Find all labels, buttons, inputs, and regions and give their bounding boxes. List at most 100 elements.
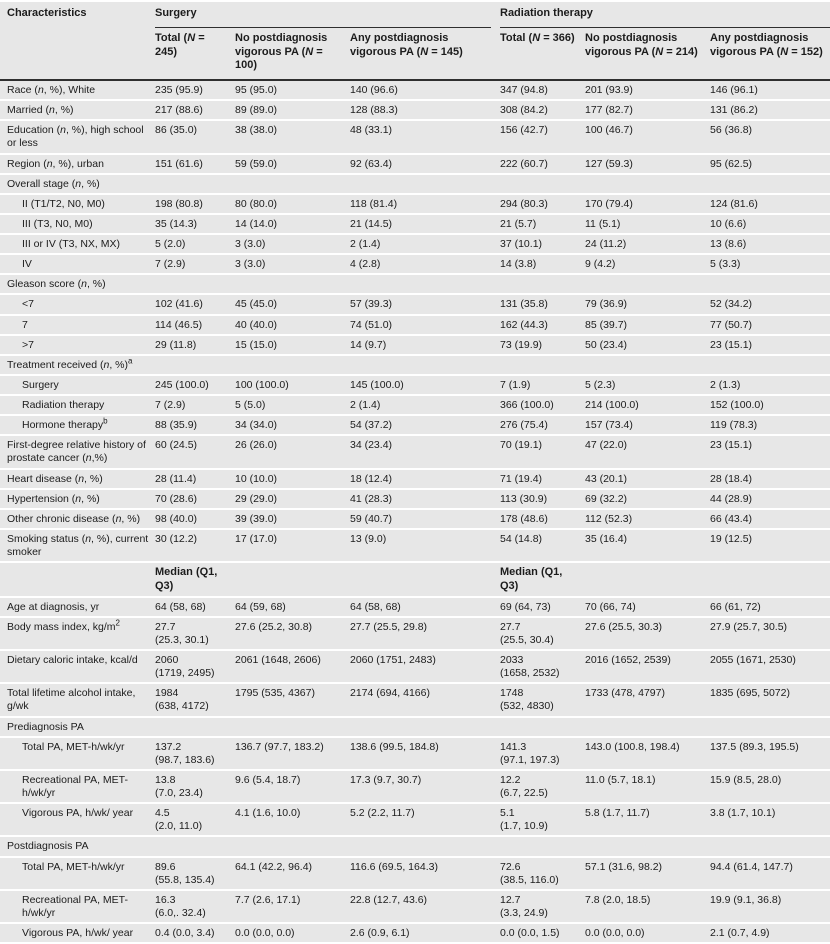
value-cell: 5.8 (1.7, 11.7) — [585, 804, 710, 838]
value-cell — [710, 275, 830, 296]
value-cell: 41 (28.3) — [350, 489, 500, 510]
table-row: Recreational PA, MET-h/wk/yr 16.3 (6.0,. … — [0, 890, 830, 924]
value-cell: 95 (95.0) — [235, 81, 350, 102]
table-row: 7 114 (46.5) 40 (40.0) 74 (51.0) 162 (44.3) 8… — [0, 315, 830, 336]
table-row: <7 102 (41.6) 45 (45.0) 57 (39.3) 131 (35.8)… — [0, 295, 830, 316]
value-cell: 2174 (694, 4166) — [350, 684, 500, 718]
col-header-surgery-no-vigorous-pa: No postdiagnosis vigorous PA (N = 100) — [235, 27, 350, 81]
value-cell: 98 (40.0) — [155, 509, 235, 530]
value-cell: 3 (3.0) — [235, 235, 350, 256]
row-label: III (T3, N0, M0) — [0, 214, 155, 235]
value-cell: 70 (19.1) — [500, 436, 585, 470]
value-cell: 0.0 (0.0, 0.0) — [585, 924, 710, 944]
row-label: Married (n, %) — [0, 101, 155, 122]
value-cell: 15.9 (8.5, 28.0) — [710, 770, 830, 805]
value-cell: 29 (11.8) — [155, 335, 235, 356]
row-label: II (T1/T2, N0, M0) — [0, 194, 155, 215]
value-cell: 69 (32.2) — [585, 489, 710, 510]
table-row: III or IV (T3, NX, MX) 5 (2.0) 3 (3.0) 2 (1… — [0, 235, 830, 256]
value-cell: 85 (39.7) — [585, 315, 710, 336]
value-cell: 1733 (478, 4797) — [585, 684, 710, 718]
value-cell: 71 (19.4) — [500, 469, 585, 490]
value-cell: 112 (52.3) — [585, 509, 710, 530]
value-cell — [585, 355, 710, 376]
value-cell: 19.9 (9.1, 36.8) — [710, 890, 830, 924]
value-cell: 10 (6.6) — [710, 214, 830, 235]
value-cell — [350, 837, 500, 858]
value-cell — [710, 717, 830, 738]
value-cell — [500, 837, 585, 858]
value-cell: 2061 (1648, 2606) — [235, 651, 350, 685]
value-cell: 0.0 (0.0, 1.5) — [500, 924, 585, 944]
value-cell: 60 (24.5) — [155, 436, 235, 470]
table-row: Body mass index, kg/m2 27.7 (25.3, 30.1) 2… — [0, 617, 830, 651]
value-cell: 13 (9.0) — [350, 529, 500, 564]
value-cell: 57 (39.3) — [350, 295, 500, 316]
value-cell: 128 (88.3) — [350, 101, 500, 122]
row-label: Race (n, %), White — [0, 81, 155, 102]
row-label: Recreational PA, MET-h/wk/yr — [0, 770, 155, 805]
value-cell: 16.3 (6.0,. 32.4) — [155, 890, 235, 924]
value-cell — [585, 275, 710, 296]
value-cell: 222 (60.7) — [500, 154, 585, 175]
value-cell: 30 (12.2) — [155, 529, 235, 564]
table-row: Hormone therapyb 88 (35.9) 34 (34.0) 54 (37… — [0, 416, 830, 437]
value-cell — [235, 837, 350, 858]
value-cell: 2 (1.4) — [350, 396, 500, 417]
value-cell: 69 (64, 73) — [500, 597, 585, 618]
value-cell: 27.9 (25.7, 30.5) — [710, 617, 830, 651]
row-label: Body mass index, kg/m2 — [0, 617, 155, 651]
value-cell: 308 (84.2) — [500, 101, 585, 122]
table-row: Race (n, %), White 235 (95.9) 95 (95.0) 140… — [0, 81, 830, 102]
value-cell: 80 (80.0) — [235, 194, 350, 215]
value-cell: 11.0 (5.7, 18.1) — [585, 770, 710, 805]
row-label: Smoking status (n, %), current smoker — [0, 529, 155, 564]
value-cell: 131 (86.2) — [710, 101, 830, 122]
section-row: Postdiagnosis PA — [0, 837, 830, 858]
value-cell — [155, 275, 235, 296]
value-cell: 137.2 (98.7, 183.6) — [155, 737, 235, 771]
table-row: Smoking status (n, %), current smoker 30 … — [0, 529, 830, 564]
value-cell: 7 (1.9) — [500, 375, 585, 396]
value-cell: 113 (30.9) — [500, 489, 585, 510]
table-row: III (T3, N0, M0) 35 (14.3) 14 (14.0) 21 (14… — [0, 214, 830, 235]
value-cell: 7 (2.9) — [155, 396, 235, 417]
value-cell — [710, 174, 830, 195]
value-cell: 72.6 (38.5, 116.0) — [500, 857, 585, 891]
row-label: Heart disease (n, %) — [0, 469, 155, 490]
value-cell: 10 (10.0) — [235, 469, 350, 490]
group-header-row: Characteristics Surgery Radiation therap… — [0, 2, 830, 81]
value-cell: 9.6 (5.4, 18.7) — [235, 770, 350, 805]
median-header-cell — [235, 563, 350, 598]
value-cell: 2 (1.4) — [350, 235, 500, 256]
value-cell: 5 (2.0) — [155, 235, 235, 256]
value-cell: 9 (4.2) — [585, 255, 710, 276]
value-cell: 1835 (695, 5072) — [710, 684, 830, 718]
value-cell: 146 (96.1) — [710, 81, 830, 102]
value-cell: 0.0 (0.0, 0.0) — [235, 924, 350, 944]
value-cell: 45 (45.0) — [235, 295, 350, 316]
value-cell: 26 (26.0) — [235, 436, 350, 470]
value-cell: 141.3 (97.1, 197.3) — [500, 737, 585, 771]
section-label: Gleason score (n, %) — [0, 275, 155, 296]
value-cell: 64.1 (42.2, 96.4) — [235, 857, 350, 891]
value-cell: 14 (14.0) — [235, 214, 350, 235]
value-cell: 214 (100.0) — [585, 396, 710, 417]
row-label: III or IV (T3, NX, MX) — [0, 235, 155, 256]
value-cell: 7.8 (2.0, 18.5) — [585, 890, 710, 924]
value-cell: 23 (15.1) — [710, 335, 830, 356]
table-row: Region (n, %), urban 151 (61.6) 59 (59.0) 9… — [0, 154, 830, 175]
median-header-cell: Median (Q1, Q3) — [500, 563, 585, 598]
value-cell: 21 (14.5) — [350, 214, 500, 235]
row-label: Hormone therapyb — [0, 416, 155, 437]
value-cell: 34 (34.0) — [235, 416, 350, 437]
value-cell — [155, 717, 235, 738]
value-cell: 15 (15.0) — [235, 335, 350, 356]
col-header-surgery-total: Total (N = 245) — [155, 27, 235, 81]
value-cell: 178 (48.6) — [500, 509, 585, 530]
col-header-radiation-any-vigorous-pa: Any postdiagnosis vigorous PA (N = 152) — [710, 27, 830, 81]
value-cell: 138.6 (99.5, 184.8) — [350, 737, 500, 771]
value-cell: 12.2 (6.7, 22.5) — [500, 770, 585, 805]
value-cell: 34 (23.4) — [350, 436, 500, 470]
